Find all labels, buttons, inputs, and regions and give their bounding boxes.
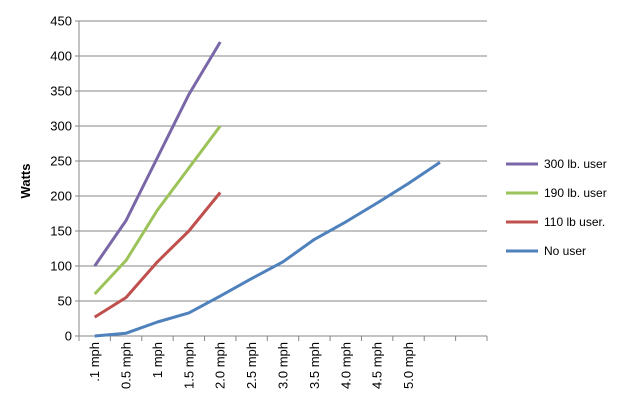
x-tick-label: 4.5 mph <box>370 342 385 389</box>
legend-label: 300 lb. user <box>544 157 607 171</box>
x-tick-label: 5.0 mph <box>401 342 416 389</box>
y-tick-label: 250 <box>50 154 72 169</box>
y-tick-label: 300 <box>50 119 72 134</box>
y-tick-label: 200 <box>50 189 72 204</box>
x-tick-label: 2.5 mph <box>244 342 259 389</box>
x-tick-label: 1.5 mph <box>181 342 196 389</box>
series-line-1 <box>93 41 222 267</box>
y-tick-label: 0 <box>65 329 72 344</box>
series-line-3 <box>93 191 222 319</box>
x-tick-label: 2.0 mph <box>213 342 228 389</box>
legend-label: 190 lb. user <box>544 186 607 200</box>
x-tick-label: 3.0 mph <box>276 342 291 389</box>
y-tick-label: 350 <box>50 84 72 99</box>
y-tick-label: 150 <box>50 224 72 239</box>
y-tick-label: 50 <box>58 294 72 309</box>
series-line-2 <box>93 125 222 296</box>
axis-layer: 0 50 100 150 200 250 300 350 400 450 .1 mph 0.5 mph… <box>50 14 488 389</box>
legend-label: 110 lb user. <box>544 215 605 229</box>
y-tick-label: 100 <box>50 259 72 274</box>
y-tick-label: 450 <box>50 14 72 29</box>
series-line-4 <box>94 161 441 338</box>
x-tick-label: .1 mph <box>87 342 102 382</box>
x-tick-label: 4.0 mph <box>338 342 353 389</box>
grid-layer <box>79 20 487 302</box>
x-tick-label: 0.5 mph <box>119 342 134 389</box>
x-tick-label: 1 mph <box>150 342 165 378</box>
series-layer <box>93 41 441 338</box>
x-tick-label: 3.5 mph <box>307 342 322 389</box>
y-tick-label: 400 <box>50 49 72 64</box>
legend: 300 lb. user 190 lb. user 110 lb user. No u… <box>506 157 607 258</box>
legend-label: No user <box>544 244 586 258</box>
y-axis-label: Watts <box>18 164 33 199</box>
